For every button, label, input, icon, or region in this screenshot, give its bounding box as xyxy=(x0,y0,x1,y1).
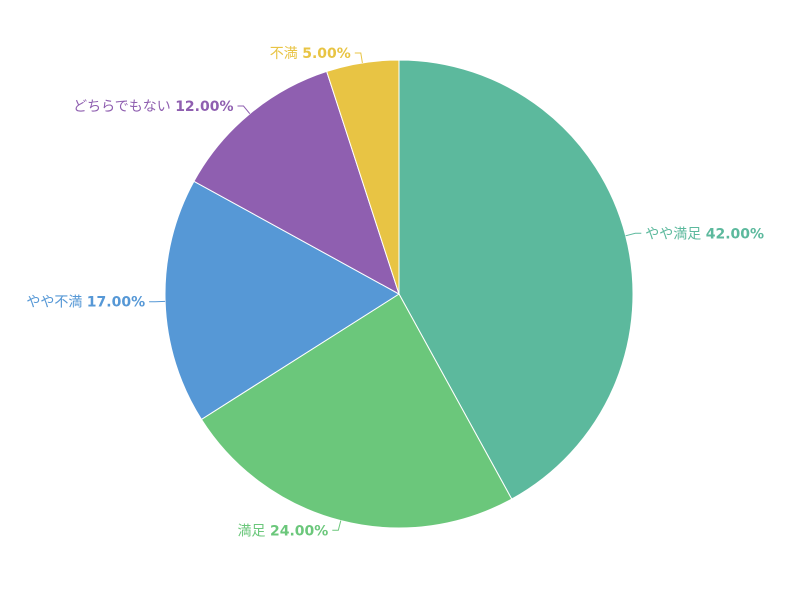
slice-label-value-4: 5.00% xyxy=(302,46,351,62)
slice-label-name-0: やや満足 xyxy=(645,226,705,242)
leader-line-4 xyxy=(355,53,363,63)
slice-label-value-1: 24.00% xyxy=(270,523,328,539)
leader-line-0 xyxy=(626,233,642,236)
slice-label-4: 不満 5.00% xyxy=(270,46,351,62)
slice-label-name-2: やや不満 xyxy=(26,295,86,311)
slice-label-3: どちらでもない 12.00% xyxy=(73,99,233,115)
slice-label-value-2: 17.00% xyxy=(87,295,145,311)
slice-label-value-0: 42.00% xyxy=(706,226,764,242)
slice-label-value-3: 12.00% xyxy=(175,99,233,115)
slice-label-1: 満足 24.00% xyxy=(238,523,329,539)
slice-label-name-4: 不満 xyxy=(270,46,302,62)
slice-label-name-1: 満足 xyxy=(238,523,270,539)
slices-layer xyxy=(165,60,633,528)
slice-label-0: やや満足 42.00% xyxy=(645,226,764,242)
leader-line-3 xyxy=(238,106,250,114)
leader-line-1 xyxy=(332,521,341,531)
slice-label-name-3: どちらでもない xyxy=(73,99,175,115)
slice-label-2: やや不満 17.00% xyxy=(26,295,145,311)
